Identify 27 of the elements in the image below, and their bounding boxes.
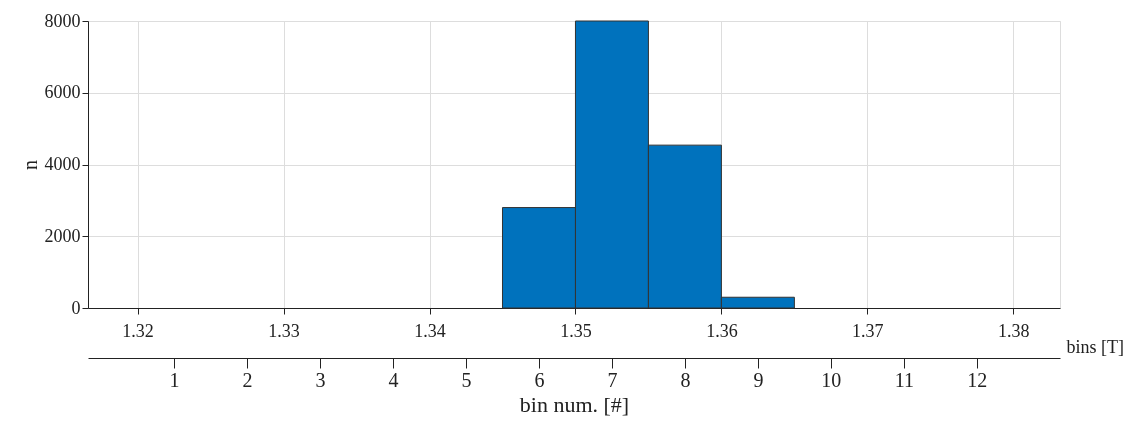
y-tick-label: 6000 [44,82,81,103]
y-axis-title: n [18,160,41,170]
x2-tick-label: 10 [821,368,842,391]
x2-tick-label: 1 [169,368,180,391]
x-tick-label: 1.34 [414,320,446,341]
x-axis-title: bins [T] [1066,336,1124,357]
x2-tick-label: 12 [967,368,988,391]
y-tick-label: 2000 [44,225,81,246]
x-tick-label: 1.37 [852,320,884,341]
x2-tick-label: 5 [461,368,472,391]
x2-tick-label: 7 [607,368,618,391]
y-tick-label: 4000 [44,154,81,174]
x-tick-label: 1.33 [268,320,300,341]
y-tick-label: 0 [71,297,81,318]
x2-tick-label: 8 [680,368,691,391]
x2-tick-label: 4 [388,368,399,391]
x-tick-label: 1.35 [560,320,592,341]
x2-tick-label: 6 [534,368,545,391]
x2-tick-label: 9 [753,368,764,391]
x-tick-label: 1.38 [998,320,1030,341]
x2-axis-title: bin num. [#] [519,391,630,417]
x-tick-label: 1.32 [122,320,154,341]
x2-tick-label: 3 [315,368,326,391]
x2-tick-label: 2 [242,368,253,391]
y-tick-label: 8000 [44,10,81,31]
x-tick-label: 1.36 [706,320,738,341]
x2-tick-label: 11 [894,368,914,391]
